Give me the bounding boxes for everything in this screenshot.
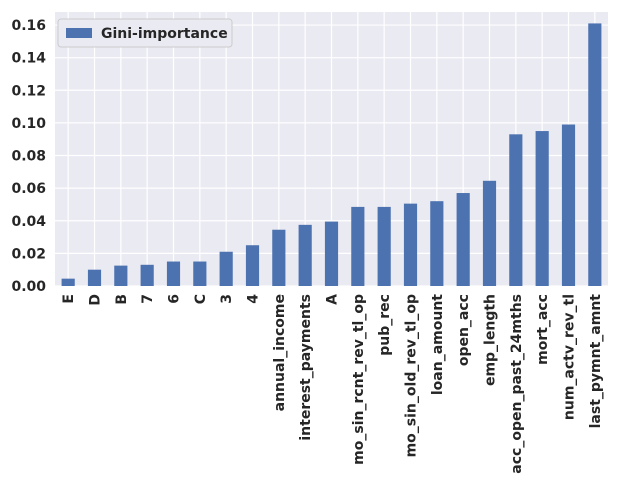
y-tick-label: 0.16 (11, 18, 46, 34)
bars (61, 23, 602, 287)
bar (114, 265, 128, 286)
y-tick-label: 0.10 (11, 116, 46, 132)
x-tick-label: pub_rec (377, 294, 393, 356)
bar (456, 193, 470, 286)
x-tick-label: 7 (140, 294, 156, 304)
bar (193, 261, 207, 286)
x-tick-label: 4 (246, 294, 262, 304)
bar (140, 264, 154, 286)
x-tick-label: loan_amount (430, 294, 446, 395)
x-tick-label: 6 (167, 294, 183, 304)
x-tick-label: mo_sin_old_rev_tl_op (404, 294, 420, 457)
bar (219, 251, 233, 286)
bar (324, 221, 339, 286)
bar (430, 201, 444, 286)
x-tick-label: E (61, 294, 77, 304)
x-tick-label: 3 (219, 294, 235, 304)
bar (403, 203, 418, 286)
y-tick-label: 0.14 (11, 51, 46, 67)
x-tick-label: emp_length (483, 294, 499, 386)
legend-box (57, 18, 233, 48)
y-tick-label: 0.00 (11, 279, 46, 295)
bar (272, 229, 286, 286)
legend-swatch (66, 28, 92, 38)
y-tick-label: 0.02 (11, 246, 46, 262)
legend-label: Gini-importance (101, 26, 228, 42)
x-tick-label: mo_sin_rcnt_rev_tl_op (351, 294, 367, 465)
bar (351, 206, 365, 286)
bar (377, 206, 391, 286)
x-tick-label: last_pymnt_amnt (588, 294, 604, 429)
y-tick-label: 0.06 (11, 181, 46, 197)
y-tick-label: 0.12 (11, 83, 46, 99)
y-tick-label: 0.04 (11, 214, 46, 230)
x-tick-label: mort_acc (535, 294, 551, 365)
bar (509, 134, 523, 286)
y-tick-label: 0.08 (11, 149, 46, 165)
bar (561, 124, 576, 287)
x-tick-label: B (114, 294, 130, 305)
bar (588, 23, 602, 287)
y-tick-labels: 0.00 0.02 0.04 0.06 0.08 0.10 0.12 0.14 0.16 (11, 18, 46, 295)
legend: Gini-importance (57, 18, 233, 48)
x-tick-label: A (325, 294, 341, 305)
x-tick-label: acc_open_past_24mths (509, 294, 525, 474)
x-tick-label: C (193, 294, 209, 304)
bar (298, 224, 312, 286)
bar (87, 269, 102, 286)
x-tick-label: annual_income (272, 294, 288, 411)
x-tick-label: num_actv_rev_tl (562, 294, 578, 420)
x-tick-label: open_acc (456, 294, 472, 366)
bar (166, 261, 181, 286)
bar (61, 278, 75, 286)
x-tick-label: interest_payments (298, 294, 314, 441)
bar (535, 131, 549, 286)
bar (482, 180, 497, 286)
bar (245, 245, 260, 286)
x-tick-label: D (88, 294, 104, 306)
